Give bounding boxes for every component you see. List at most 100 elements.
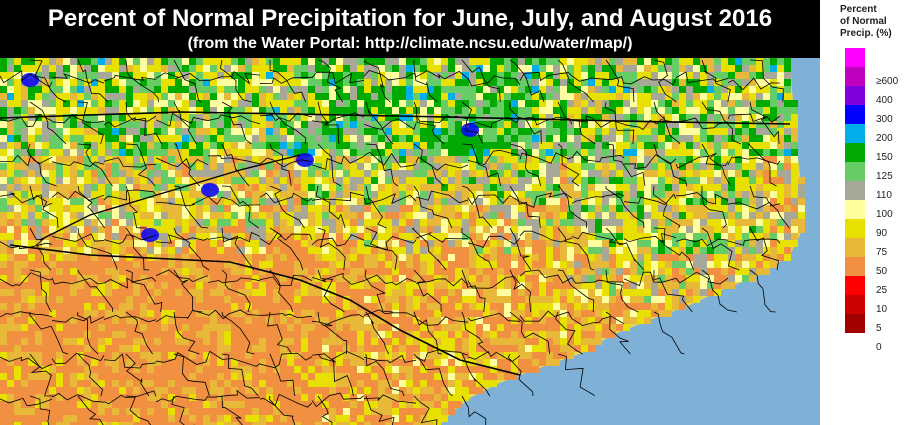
precip-cell: [497, 338, 504, 345]
precip-cell: [238, 149, 245, 156]
precip-cell: [518, 149, 525, 156]
precip-cell: [280, 275, 287, 282]
precip-cell: [490, 317, 497, 324]
precip-cell: [308, 366, 315, 373]
precip-cell: [462, 163, 469, 170]
precip-cell: [91, 93, 98, 100]
precip-cell: [609, 310, 616, 317]
precip-cell: [728, 275, 735, 282]
precip-cell: [357, 324, 364, 331]
precip-cell: [707, 121, 714, 128]
precip-cell: [658, 233, 665, 240]
precip-cell: [259, 184, 266, 191]
precip-cell: [546, 135, 553, 142]
precip-cell: [266, 338, 273, 345]
precip-cell: [539, 142, 546, 149]
precip-cell: [469, 107, 476, 114]
precip-cell: [623, 268, 630, 275]
precip-cell: [224, 240, 231, 247]
precip-cell: [357, 121, 364, 128]
precip-cell: [315, 380, 322, 387]
precip-cell: [329, 191, 336, 198]
precip-cell: [679, 142, 686, 149]
precip-cell: [609, 100, 616, 107]
precip-cell: [448, 338, 455, 345]
precip-cell: [791, 212, 798, 219]
precip-cell: [245, 107, 252, 114]
precip-cell: [224, 93, 231, 100]
precip-cell: [672, 289, 679, 296]
precip-cell: [413, 128, 420, 135]
precip-cell: [378, 261, 385, 268]
precip-cell: [301, 282, 308, 289]
precip-cell: [147, 247, 154, 254]
precip-cell: [742, 79, 749, 86]
precip-cell: [119, 100, 126, 107]
precip-cell: [336, 296, 343, 303]
precip-cell: [315, 156, 322, 163]
precip-cell: [0, 219, 7, 226]
precip-cell: [756, 58, 763, 65]
precip-cell: [245, 170, 252, 177]
precip-cell: [392, 184, 399, 191]
precip-cell: [574, 135, 581, 142]
precip-cell: [238, 359, 245, 366]
precip-cell: [77, 275, 84, 282]
precip-cell: [168, 310, 175, 317]
precip-cell: [602, 275, 609, 282]
precip-cell: [203, 275, 210, 282]
precip-cell: [581, 282, 588, 289]
precip-cell: [455, 282, 462, 289]
precip-cell: [595, 261, 602, 268]
precip-cell: [0, 366, 7, 373]
precip-cell: [546, 296, 553, 303]
precip-cell: [175, 296, 182, 303]
precip-cell: [777, 198, 784, 205]
precip-cell: [301, 128, 308, 135]
precip-cell: [399, 114, 406, 121]
precip-cell: [721, 233, 728, 240]
precip-cell: [84, 366, 91, 373]
precip-cell: [539, 128, 546, 135]
precip-cell: [490, 275, 497, 282]
precip-cell: [154, 58, 161, 65]
precip-cell: [196, 72, 203, 79]
precip-cell: [287, 317, 294, 324]
precip-cell: [63, 387, 70, 394]
precip-cell: [322, 198, 329, 205]
precip-cell: [231, 72, 238, 79]
precip-cell: [602, 86, 609, 93]
precip-cell: [175, 261, 182, 268]
precip-cell: [7, 303, 14, 310]
precip-cell: [175, 184, 182, 191]
precip-cell: [546, 121, 553, 128]
precip-cell: [301, 100, 308, 107]
precip-cell: [532, 191, 539, 198]
precip-cell: [721, 184, 728, 191]
precip-cell: [294, 219, 301, 226]
precip-cell: [168, 212, 175, 219]
precip-cell: [483, 275, 490, 282]
precip-cell: [182, 142, 189, 149]
precip-cell: [98, 219, 105, 226]
precip-cell: [7, 240, 14, 247]
precip-cell: [91, 303, 98, 310]
precip-cell: [161, 58, 168, 65]
precip-cell: [630, 303, 637, 310]
precip-cell: [511, 359, 518, 366]
precip-cell: [56, 387, 63, 394]
precip-cell: [105, 373, 112, 380]
precip-cell: [301, 275, 308, 282]
precip-cell: [70, 58, 77, 65]
precip-cell: [728, 268, 735, 275]
precip-cell: [126, 121, 133, 128]
precip-cell: [784, 219, 791, 226]
precip-cell: [147, 58, 154, 65]
precip-cell: [245, 345, 252, 352]
precip-cell: [322, 380, 329, 387]
precip-cell: [609, 184, 616, 191]
precip-cell: [735, 240, 742, 247]
precip-cell: [441, 240, 448, 247]
precip-cell: [448, 149, 455, 156]
precip-cell: [42, 163, 49, 170]
